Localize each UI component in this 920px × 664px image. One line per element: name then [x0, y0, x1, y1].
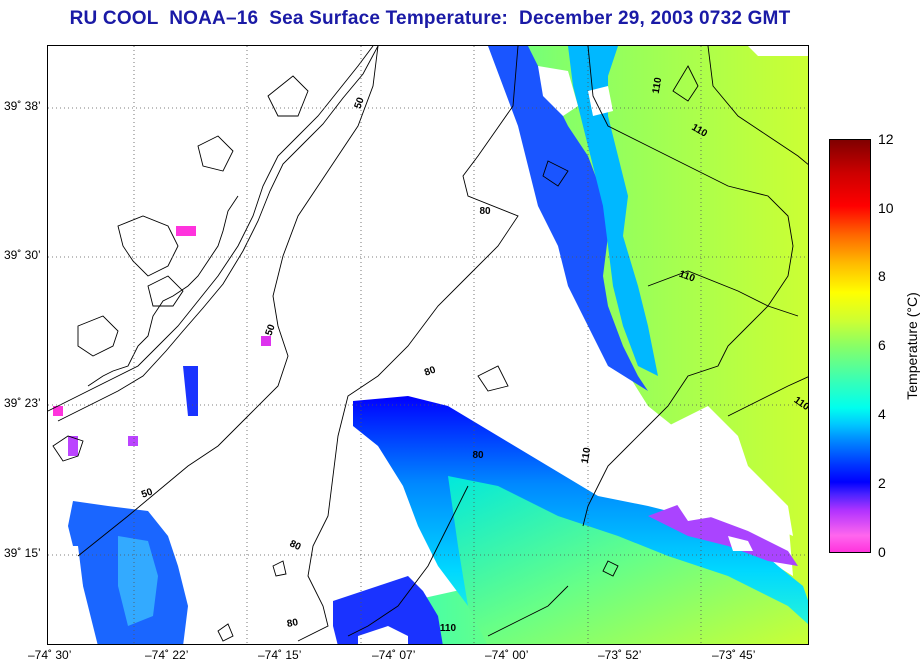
lon-label: –74˚ 15’ — [258, 648, 302, 662]
temperature-colorbar — [829, 139, 871, 553]
colorbar-tick-label: 6 — [878, 337, 886, 353]
colorbar-tick-label: 10 — [878, 200, 894, 216]
contour-label: 50 — [353, 96, 367, 111]
contour-label: 80 — [286, 617, 299, 630]
lon-label: –74˚ 00’ — [485, 648, 529, 662]
lat-label: 39˚ 23’ — [4, 396, 41, 410]
contour-label: 80 — [423, 364, 438, 378]
isobath-contours — [77, 46, 808, 642]
colorbar-tick-label: 2 — [878, 475, 886, 491]
lon-label: –74˚ 22’ — [145, 648, 189, 662]
contour-label: 80 — [472, 450, 484, 461]
offshore-water-region — [378, 46, 808, 644]
contour-label: 110 — [580, 446, 594, 464]
colorbar-tick-label: 4 — [878, 406, 886, 422]
lon-label: –73˚ 52’ — [598, 648, 642, 662]
contour-label: 50 — [140, 486, 155, 500]
lon-label: –74˚ 07’ — [372, 648, 416, 662]
colorbar-tick-label: 8 — [878, 268, 886, 284]
lon-label: –73˚ 45’ — [712, 648, 756, 662]
contour-label: 110 — [651, 76, 665, 94]
contour-label: 110 — [440, 623, 457, 634]
contour-label: 80 — [479, 206, 491, 217]
contour-label: 80 — [288, 538, 303, 553]
lat-label: 39˚ 15’ — [4, 546, 41, 560]
map-title: RU COOL NOAA–16 Sea Surface Temperature:… — [69, 8, 791, 29]
colorbar-tick-label: 0 — [878, 544, 886, 560]
contour-label: 50 — [264, 323, 278, 338]
lon-label: –74˚ 30’ — [28, 648, 72, 662]
contour-label: 110 — [677, 269, 696, 285]
plume-region — [333, 396, 808, 644]
colorbar-tick-label: 12 — [878, 131, 894, 147]
colorbar-title: Temperature (°C) — [904, 292, 920, 400]
lat-label: 39˚ 38’ — [4, 99, 41, 113]
sst-map: 50 50 50 80 80 80 80 80 110 110 110 110 110 110 — [47, 45, 809, 645]
lat-label: 39˚ 30’ — [4, 248, 41, 262]
graticule — [48, 46, 808, 644]
nearshore-patch — [53, 226, 271, 644]
